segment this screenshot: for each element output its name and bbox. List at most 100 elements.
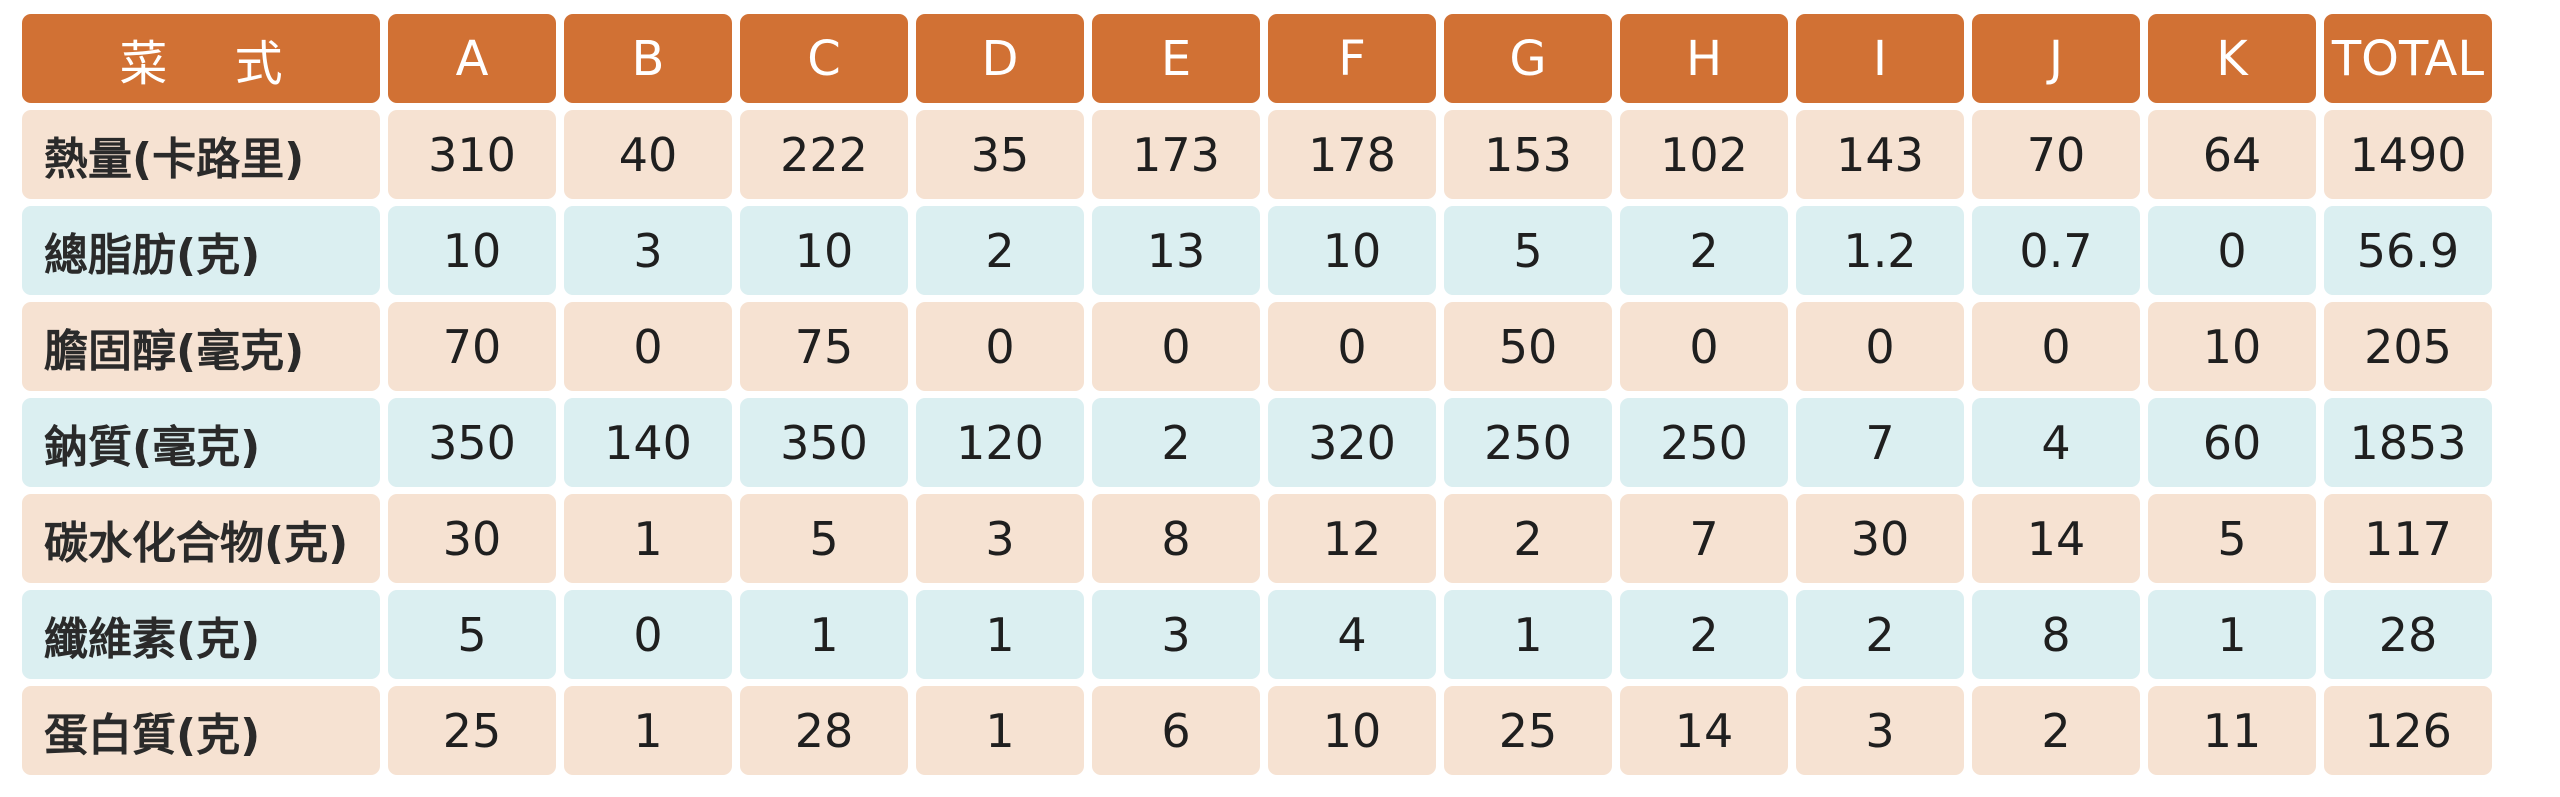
table-cell: 0 [1268,302,1436,391]
table-cell: 8 [1972,590,2140,679]
table-cell: 140 [564,398,732,487]
table-cell: 178 [1268,110,1436,199]
table-cell: 60 [2148,398,2316,487]
table-cell: 10 [388,206,556,295]
table-cell: 3 [564,206,732,295]
table-cell: 0 [1972,302,2140,391]
table-cell: 14 [1972,494,2140,583]
table-cell: 7 [1796,398,1964,487]
table-cell: 3 [916,494,1084,583]
header-dish-label: 菜 式 [22,14,380,103]
table-cell: 30 [1796,494,1964,583]
row-label: 鈉質(毫克) [22,398,380,487]
table-cell: 0.7 [1972,206,2140,295]
table-cell: 310 [388,110,556,199]
table-cell: 10 [2148,302,2316,391]
table-cell: 1490 [2324,110,2492,199]
header-column-g: G [1444,14,1612,103]
table-cell: 0 [1620,302,1788,391]
table-cell: 75 [740,302,908,391]
table-cell: 35 [916,110,1084,199]
table-cell: 50 [1444,302,1612,391]
row-label: 碳水化合物(克) [22,494,380,583]
table-cell: 2 [1972,686,2140,775]
header-column-a: A [388,14,556,103]
table-cell: 0 [1092,302,1260,391]
table-cell: 1 [916,590,1084,679]
header-column-k: K [2148,14,2316,103]
table-cell: 12 [1268,494,1436,583]
table-cell: 1 [1444,590,1612,679]
header-column-j: J [1972,14,2140,103]
table-cell: 5 [2148,494,2316,583]
header-column-c: C [740,14,908,103]
table-cell: 2 [1444,494,1612,583]
header-column-total: TOTAL [2324,14,2492,103]
table-cell: 8 [1092,494,1260,583]
header-column-h: H [1620,14,1788,103]
table-cell: 10 [1268,686,1436,775]
table-cell: 10 [740,206,908,295]
header-column-b: B [564,14,732,103]
table-cell: 2 [1620,206,1788,295]
table-cell: 5 [1444,206,1612,295]
table-cell: 28 [740,686,908,775]
table-cell: 13 [1092,206,1260,295]
table-cell: 1 [2148,590,2316,679]
table-cell: 25 [388,686,556,775]
table-cell: 117 [2324,494,2492,583]
header-column-d: D [916,14,1084,103]
table-cell: 143 [1796,110,1964,199]
table-cell: 0 [1796,302,1964,391]
table-cell: 102 [1620,110,1788,199]
table-cell: 2 [1092,398,1260,487]
table-cell: 28 [2324,590,2492,679]
table-cell: 1.2 [1796,206,1964,295]
table-cell: 126 [2324,686,2492,775]
table-cell: 5 [388,590,556,679]
table-cell: 120 [916,398,1084,487]
table-cell: 70 [1972,110,2140,199]
table-cell: 14 [1620,686,1788,775]
row-label: 膽固醇(毫克) [22,302,380,391]
table-cell: 250 [1444,398,1612,487]
table-cell: 1 [916,686,1084,775]
table-cell: 250 [1620,398,1788,487]
table-cell: 10 [1268,206,1436,295]
table-cell: 25 [1444,686,1612,775]
table-cell: 2 [916,206,1084,295]
nutrition-table: 菜 式 A B C D E F G H I J K TOTAL 熱量(卡路里) 310 40 222 35 173 1… [22,14,2492,775]
table-cell: 56.9 [2324,206,2492,295]
row-label: 總脂肪(克) [22,206,380,295]
table-cell: 4 [1268,590,1436,679]
table-cell: 153 [1444,110,1612,199]
table-cell: 11 [2148,686,2316,775]
table-cell: 205 [2324,302,2492,391]
table-cell: 222 [740,110,908,199]
table-cell: 350 [740,398,908,487]
table-cell: 0 [564,302,732,391]
table-cell: 70 [388,302,556,391]
table-cell: 4 [1972,398,2140,487]
header-column-e: E [1092,14,1260,103]
table-cell: 0 [564,590,732,679]
table-cell: 30 [388,494,556,583]
table-cell: 0 [916,302,1084,391]
table-cell: 1 [740,590,908,679]
table-cell: 6 [1092,686,1260,775]
table-cell: 7 [1620,494,1788,583]
table-cell: 3 [1092,590,1260,679]
table-cell: 173 [1092,110,1260,199]
table-cell: 320 [1268,398,1436,487]
table-cell: 1853 [2324,398,2492,487]
row-label: 熱量(卡路里) [22,110,380,199]
row-label: 纖維素(克) [22,590,380,679]
row-label: 蛋白質(克) [22,686,380,775]
table-cell: 1 [564,686,732,775]
table-cell: 5 [740,494,908,583]
table-cell: 2 [1620,590,1788,679]
header-column-f: F [1268,14,1436,103]
table-cell: 2 [1796,590,1964,679]
table-cell: 0 [2148,206,2316,295]
table-cell: 350 [388,398,556,487]
